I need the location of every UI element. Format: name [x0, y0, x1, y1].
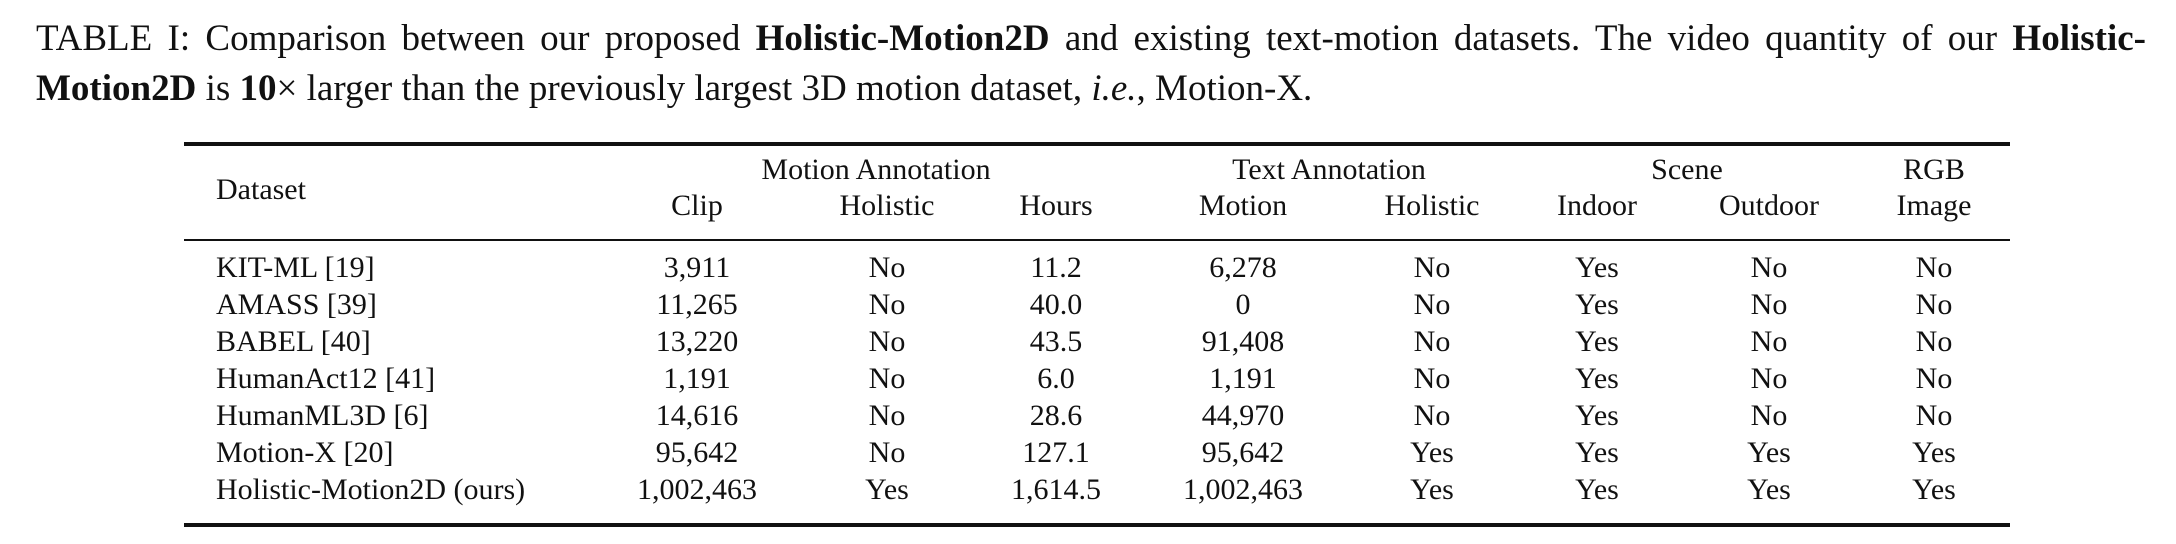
rgb-image-cell: Yes [1912, 473, 1956, 506]
caption-times-sign: × [276, 68, 298, 109]
header-outdoor: Outdoor [1719, 189, 1819, 222]
header-indoor: Indoor [1557, 189, 1637, 222]
hours-cell: 43.5 [1029, 325, 1083, 358]
table-top-rule [184, 142, 2010, 146]
clip-count-cell: 95,642 [655, 436, 739, 469]
holistic-cell: No [868, 251, 906, 284]
motion-text-cell: 0 [1235, 288, 1251, 321]
hours-cell: 127.1 [1022, 436, 1090, 469]
hours-cell: 28.6 [1029, 399, 1083, 432]
rgb-image-cell: No [1915, 325, 1953, 358]
caption-dataset-name: Holistic-Motion2D [36, 18, 2147, 109]
rgb-image-cell: Yes [1912, 436, 1956, 469]
holistic-cell: No [868, 399, 906, 432]
rgb-image-cell: No [1915, 288, 1953, 321]
holistic-cell: No [868, 288, 906, 321]
caption-dataset-name: Holistic-Motion2D [755, 18, 1050, 59]
caption-ie: i.e. [1091, 68, 1137, 109]
header-dataset: Dataset [216, 173, 306, 206]
text-holistic-cell: Yes [1410, 473, 1454, 506]
hours-cell: 40.0 [1029, 288, 1083, 321]
motion-text-cell: 91,408 [1201, 325, 1285, 358]
clip-count-cell: 1,191 [663, 362, 731, 395]
rgb-image-cell: No [1915, 362, 1953, 395]
header-holistic: Holistic [839, 189, 935, 222]
hours-cell: 1,614.5 [1011, 473, 1101, 506]
text-holistic-cell: No [1413, 288, 1451, 321]
dataset-name-cell: HumanML3D [6] [216, 399, 429, 432]
text-holistic-cell: No [1413, 325, 1451, 358]
caption-text: and existing text-motion datasets. The v… [1049, 18, 2013, 59]
header-motion: Motion [1198, 189, 1288, 222]
text-holistic-cell: No [1413, 399, 1451, 432]
table-header-rule [184, 239, 2010, 241]
text-holistic-cell: No [1413, 362, 1451, 395]
table-bottom-rule [184, 523, 2010, 527]
holistic-cell: No [868, 362, 906, 395]
holistic-cell: No [868, 436, 906, 469]
outdoor-cell: Yes [1747, 436, 1791, 469]
hours-cell: 6.0 [1037, 362, 1075, 395]
text-holistic-cell: Yes [1410, 436, 1454, 469]
hours-cell: 11.2 [1030, 251, 1082, 284]
outdoor-cell: Yes [1747, 473, 1791, 506]
header-motion-annotation: Motion Annotation [761, 153, 991, 186]
text-holistic-cell: No [1413, 251, 1451, 284]
motion-text-cell: 6,278 [1209, 251, 1277, 284]
indoor-cell: Yes [1575, 436, 1619, 469]
indoor-cell: Yes [1575, 362, 1619, 395]
dataset-name-cell: HumanAct12 [41] [216, 362, 436, 395]
outdoor-cell: No [1750, 325, 1788, 358]
motion-text-cell: 1,002,463 [1183, 473, 1303, 506]
holistic-cell: No [868, 325, 906, 358]
motion-text-cell: 95,642 [1201, 436, 1285, 469]
dataset-name-cell: AMASS [39] [216, 288, 377, 321]
holistic-cell: Yes [865, 473, 909, 506]
dataset-name-cell: Holistic-Motion2D (ours) [216, 473, 526, 506]
clip-count-cell: 3,911 [663, 251, 731, 284]
outdoor-cell: No [1750, 399, 1788, 432]
header-image: Image [1896, 189, 1972, 222]
dataset-name-cell: BABEL [40] [216, 325, 371, 358]
outdoor-cell: No [1750, 251, 1788, 284]
caption-prefix: TABLE I: Comparison between our proposed [36, 18, 756, 59]
clip-count-cell: 11,265 [656, 288, 738, 321]
table-caption: TABLE I: Comparison between our proposed… [36, 14, 2146, 114]
rgb-image-cell: No [1915, 399, 1953, 432]
outdoor-cell: No [1750, 288, 1788, 321]
clip-count-cell: 13,220 [655, 325, 739, 358]
header-rgb: RGB [1903, 153, 1965, 186]
dataset-name-cell: KIT-ML [19] [216, 251, 375, 284]
header-hours: Hours [1019, 189, 1093, 222]
indoor-cell: Yes [1575, 251, 1619, 284]
caption-suffix: , Motion-X. [1136, 68, 1313, 109]
outdoor-cell: No [1750, 362, 1788, 395]
caption-text: is [196, 68, 240, 109]
motion-text-cell: 44,970 [1201, 399, 1285, 432]
header-text-holistic: Holistic [1384, 189, 1480, 222]
rgb-image-cell: No [1915, 251, 1953, 284]
header-scene: Scene [1651, 153, 1723, 186]
clip-count-cell: 14,616 [655, 399, 739, 432]
header-clip: Clip [671, 189, 723, 222]
dataset-name-cell: Motion-X [20] [216, 436, 394, 469]
indoor-cell: Yes [1575, 288, 1619, 321]
header-text-annotation: Text Annotation [1232, 153, 1426, 186]
caption-text: larger than the previously largest 3D mo… [297, 68, 1092, 109]
caption-factor: 10 [239, 68, 277, 109]
indoor-cell: Yes [1575, 473, 1619, 506]
motion-text-cell: 1,191 [1209, 362, 1277, 395]
indoor-cell: Yes [1575, 325, 1619, 358]
clip-count-cell: 1,002,463 [637, 473, 757, 506]
indoor-cell: Yes [1575, 399, 1619, 432]
